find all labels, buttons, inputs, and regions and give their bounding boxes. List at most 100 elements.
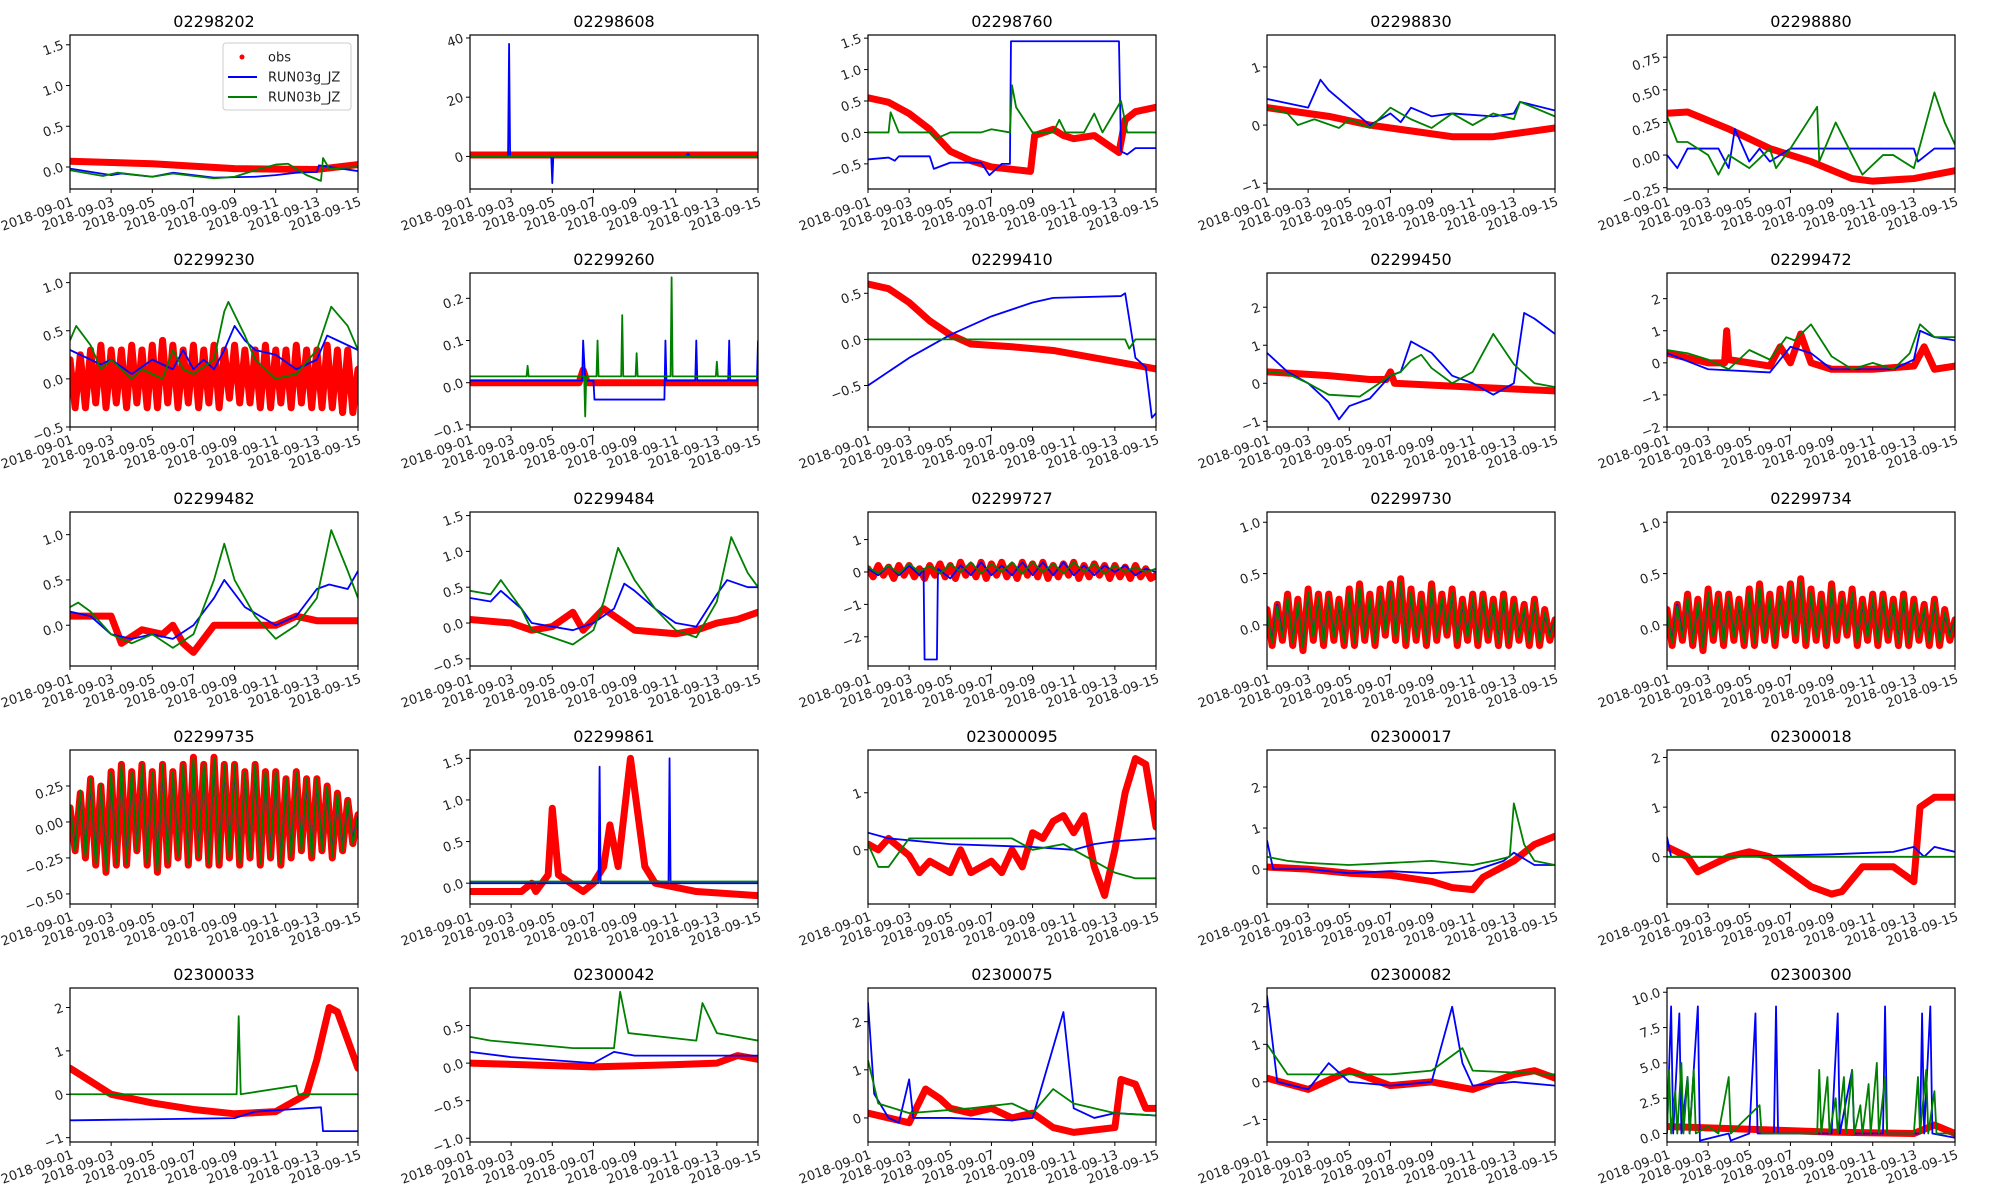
subplot-02300042: 02300042−1.0−0.50.00.52018-09-012018-09-… bbox=[399, 965, 763, 1188]
ytick-label: 0 bbox=[1250, 118, 1263, 135]
ytick-label: 1.0 bbox=[839, 63, 864, 84]
ytick-label: 0.5 bbox=[839, 287, 864, 308]
series-obs bbox=[1667, 793, 1955, 898]
ytick-label: 2 bbox=[53, 1001, 66, 1018]
ytick-label: 2 bbox=[1650, 292, 1663, 309]
series-obs bbox=[868, 558, 1156, 582]
series-run03b bbox=[868, 561, 1156, 575]
series-obs bbox=[1667, 1121, 1955, 1138]
subplot-title: 02300042 bbox=[573, 965, 654, 984]
ytick-label: 0.25 bbox=[1630, 116, 1662, 140]
ytick-label: 0.0 bbox=[441, 616, 466, 637]
axes-frame bbox=[69, 749, 359, 905]
subplot-02299410: 02299410−0.50.00.52018-09-012018-09-0320… bbox=[797, 250, 1161, 473]
series-run03b bbox=[868, 84, 1156, 140]
ytick-label: 0.1 bbox=[441, 334, 466, 355]
legend-label: obs bbox=[268, 51, 291, 66]
ytick-label: 0.50 bbox=[1630, 83, 1662, 107]
subplot-02298202: 022982020.00.51.01.52018-09-012018-09-03… bbox=[0, 12, 363, 235]
subplot-title: 02299861 bbox=[573, 727, 654, 746]
ytick-label: 0.25 bbox=[33, 779, 65, 803]
subplot-title: 02300018 bbox=[1770, 727, 1851, 746]
series-run03g bbox=[1267, 995, 1555, 1091]
series-run03g bbox=[1267, 78, 1555, 126]
series-run03b bbox=[470, 990, 758, 1049]
ytick-label: 40 bbox=[445, 31, 466, 51]
subplot-title: 02299482 bbox=[173, 489, 254, 508]
subplot-title: 02299260 bbox=[573, 250, 654, 269]
axes-frame bbox=[469, 987, 759, 1143]
subplot-title: 02300075 bbox=[971, 965, 1052, 984]
series-run03g bbox=[868, 831, 1156, 851]
ytick-label: 0.0 bbox=[41, 372, 66, 393]
series-run03b bbox=[1267, 1043, 1555, 1076]
subplot-02298830: 02298830−1012018-09-012018-09-032018-09-… bbox=[1196, 12, 1560, 235]
ytick-label: 1.0 bbox=[41, 528, 66, 549]
axes-frame bbox=[1266, 34, 1556, 190]
subplot-title: 02298608 bbox=[573, 12, 654, 31]
series-obs bbox=[868, 94, 1156, 175]
series-run03b bbox=[70, 157, 358, 182]
ytick-label: 0.0 bbox=[1638, 1127, 1663, 1148]
subplot-title: 02299727 bbox=[971, 489, 1052, 508]
subplot-02298760: 02298760−0.50.00.51.01.52018-09-012018-0… bbox=[797, 12, 1161, 235]
ytick-label: 0.0 bbox=[441, 877, 466, 898]
axes-frame bbox=[867, 987, 1157, 1143]
series-run03b bbox=[1267, 332, 1555, 398]
ytick-label: 0.2 bbox=[441, 292, 466, 313]
ytick-label: −1 bbox=[841, 598, 864, 619]
ytick-label: 0.0 bbox=[41, 619, 66, 640]
ytick-label: 2 bbox=[851, 1015, 864, 1032]
ytick-label: 1 bbox=[851, 1063, 864, 1080]
series-run03b bbox=[470, 536, 758, 646]
axes-frame bbox=[867, 272, 1157, 428]
ytick-label: 0 bbox=[53, 1088, 66, 1105]
ytick-label: 0.00 bbox=[33, 815, 65, 839]
subplot-02299735: 02299735−0.50−0.250.000.252018-09-012018… bbox=[0, 727, 363, 950]
ytick-label: 0 bbox=[851, 565, 864, 582]
axes-frame bbox=[1666, 511, 1956, 667]
subplot-title: 02299410 bbox=[971, 250, 1052, 269]
axes-frame bbox=[1666, 987, 1956, 1143]
subplot-title: 02300300 bbox=[1770, 965, 1851, 984]
subplot-02299730: 022997300.00.51.02018-09-012018-09-03201… bbox=[1196, 489, 1560, 712]
series-run03g bbox=[470, 339, 758, 401]
ytick-label: 1 bbox=[1650, 801, 1663, 818]
series-run03b bbox=[70, 1015, 358, 1096]
ytick-label: 0.5 bbox=[441, 581, 466, 602]
ytick-label: 0.5 bbox=[1238, 567, 1263, 588]
ytick-label: 2 bbox=[1250, 780, 1263, 797]
legend: obs RUN03g_JZ RUN03b_JZ bbox=[222, 42, 352, 111]
series-obs bbox=[470, 754, 758, 900]
series-run03b bbox=[1667, 580, 1955, 649]
series-run03b bbox=[868, 338, 1156, 350]
subplot-02299734: 022997340.00.51.02018-09-012018-09-03201… bbox=[1596, 489, 1960, 712]
ytick-label: 0.0 bbox=[839, 126, 864, 147]
ytick-label: 1 bbox=[1250, 821, 1263, 838]
series-run03g bbox=[868, 40, 1156, 177]
ytick-label: 1 bbox=[1250, 60, 1263, 77]
ytick-label: 0.5 bbox=[41, 120, 66, 141]
series-obs bbox=[868, 1075, 1156, 1136]
axes-frame bbox=[1266, 749, 1556, 905]
legend-marker-obs bbox=[239, 54, 245, 60]
ytick-label: 10.0 bbox=[1630, 986, 1662, 1010]
series-run03g bbox=[1667, 329, 1955, 374]
ytick-label: 5.0 bbox=[1638, 1056, 1663, 1077]
ytick-label: 0 bbox=[1250, 377, 1263, 394]
subplot-02298880: 02298880−0.250.000.250.500.752018-09-012… bbox=[1596, 12, 1960, 235]
legend-label: RUN03b_JZ bbox=[268, 91, 340, 106]
series-obs bbox=[70, 1004, 358, 1118]
axes-frame bbox=[1266, 987, 1556, 1143]
ytick-label: 0.5 bbox=[441, 1019, 466, 1040]
axes-frame bbox=[1666, 749, 1956, 905]
subplot-02300033: 02300033−10122018-09-012018-09-032018-09… bbox=[0, 965, 363, 1188]
ytick-label: 1 bbox=[851, 533, 864, 550]
subplot-02300075: 023000750122018-09-012018-09-032018-09-0… bbox=[797, 965, 1161, 1188]
ytick-label: 0 bbox=[1250, 1075, 1263, 1092]
series-obs bbox=[868, 755, 1156, 899]
subplot-title: 02300082 bbox=[1370, 965, 1451, 984]
subplot-02300082: 02300082−10122018-09-012018-09-032018-09… bbox=[1196, 965, 1560, 1188]
subplot-02299450: 02299450−10122018-09-012018-09-032018-09… bbox=[1196, 250, 1560, 473]
series-obs bbox=[70, 336, 358, 417]
